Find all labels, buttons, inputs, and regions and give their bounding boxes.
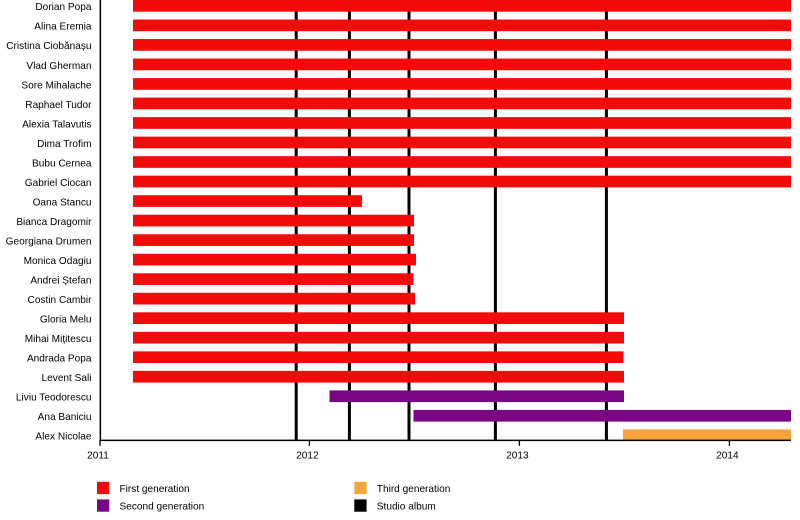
svg-text:2011: 2011	[87, 451, 109, 462]
svg-text:Studio album: Studio album	[377, 502, 436, 513]
svg-text:Oana Stancu: Oana Stancu	[33, 197, 92, 208]
svg-text:Andrada Popa: Andrada Popa	[27, 354, 92, 365]
svg-text:Gabriel Ciocan: Gabriel Ciocan	[25, 178, 92, 189]
svg-text:Bubu Cernea: Bubu Cernea	[32, 158, 92, 169]
svg-text:Sore Mihalache: Sore Mihalache	[21, 80, 92, 91]
svg-text:Bianca Dragomir: Bianca Dragomir	[16, 217, 92, 228]
svg-text:Vlad Gherman: Vlad Gherman	[26, 61, 91, 72]
svg-text:Andrei Ștefan: Andrei Ștefan	[30, 275, 91, 286]
svg-text:Cristina Ciobănașu: Cristina Ciobănașu	[6, 41, 91, 52]
svg-text:Second generation: Second generation	[120, 502, 205, 513]
svg-text:Levent Sali: Levent Sali	[42, 373, 92, 384]
svg-text:Alex Nicolae: Alex Nicolae	[35, 432, 91, 443]
svg-text:Ana Baniciu: Ana Baniciu	[38, 412, 92, 423]
svg-text:Dima Trofim: Dima Trofim	[37, 139, 91, 150]
svg-text:Mihai Mițitescu: Mihai Mițitescu	[25, 334, 92, 345]
svg-text:Third generation: Third generation	[377, 484, 451, 495]
svg-text:Monica Odagiu: Monica Odagiu	[24, 256, 92, 267]
svg-text:Georgiana Drumen: Georgiana Drumen	[6, 236, 92, 247]
svg-text:Raphael Tudor: Raphael Tudor	[25, 100, 92, 111]
svg-text:2014: 2014	[716, 451, 739, 462]
svg-text:Liviu Teodorescu: Liviu Teodorescu	[16, 393, 92, 404]
svg-text:Gloria Melu: Gloria Melu	[40, 315, 92, 326]
svg-text:2013: 2013	[506, 451, 529, 462]
svg-text:Alexia Talavutis: Alexia Talavutis	[22, 119, 91, 130]
svg-text:Dorian Popa: Dorian Popa	[35, 2, 91, 13]
svg-text:Costin Cambir: Costin Cambir	[28, 295, 93, 306]
svg-text:2012: 2012	[296, 451, 319, 462]
svg-text:Alina Eremia: Alina Eremia	[34, 22, 92, 33]
svg-text:First generation: First generation	[120, 484, 190, 495]
